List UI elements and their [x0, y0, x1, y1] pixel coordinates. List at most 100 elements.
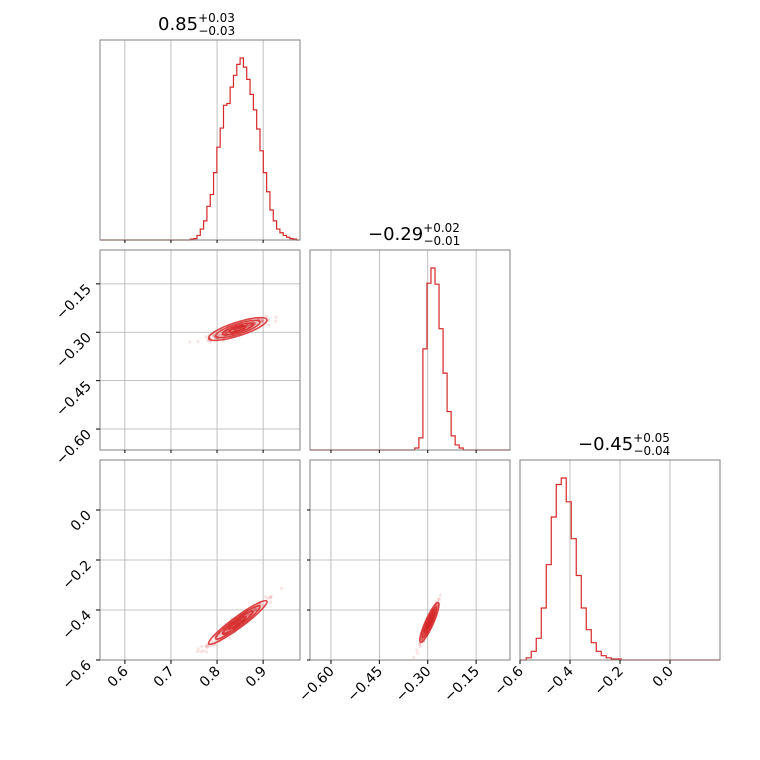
- x-tick-label: −0.2: [591, 664, 626, 699]
- sample-point: [411, 655, 416, 660]
- sample-point: [415, 648, 419, 652]
- sample-point: [267, 318, 271, 322]
- x-tick-label: 0.0: [650, 664, 677, 691]
- density-contour-1: [221, 322, 254, 336]
- sample-point: [438, 593, 442, 597]
- sample-point: [437, 597, 441, 601]
- param-title-0: 0.85+0.03 −0.03: [158, 11, 235, 38]
- sample-point: [188, 340, 192, 344]
- sample-point: [269, 594, 273, 598]
- sample-point: [273, 319, 278, 324]
- title-sup: +0.05: [633, 431, 670, 445]
- sample-point: [206, 339, 210, 343]
- scatter-panel-0: [99, 249, 301, 451]
- sample-point: [268, 595, 272, 600]
- title-sup: +0.02: [423, 221, 460, 235]
- sample-point: [246, 613, 250, 617]
- sample-point: [254, 322, 258, 326]
- sample-point: [199, 644, 204, 649]
- sample-point: [225, 331, 229, 335]
- x-tick-label: 0.6: [105, 663, 132, 690]
- sample-point: [269, 600, 273, 605]
- histogram-step-0: [100, 57, 300, 241]
- x-tick-label: −0.15: [441, 664, 483, 706]
- sample-point: [266, 596, 270, 600]
- sample-point: [228, 636, 232, 641]
- sample-point: [279, 586, 284, 590]
- scatter-panel-2: [309, 459, 511, 661]
- x-tick-label: −0.60: [296, 664, 338, 706]
- x-tick-label: −0.4: [541, 663, 576, 698]
- title-sub: −0.03: [198, 24, 235, 38]
- x-tick-label: 0.8: [197, 664, 224, 691]
- sample-point: [204, 335, 208, 339]
- sample-point: [254, 320, 258, 324]
- histogram-step-2: [520, 477, 720, 661]
- title-main: 0.85: [158, 14, 198, 35]
- sample-point: [225, 331, 230, 335]
- panel-frame: [309, 249, 511, 451]
- sample-point: [246, 324, 250, 328]
- sample-point: [260, 318, 264, 323]
- sample-point: [233, 328, 237, 332]
- sample-point: [253, 608, 257, 612]
- sample-points: [195, 586, 284, 654]
- hist-panel-1: −0.29+0.02 −0.01: [309, 221, 511, 451]
- sample-point: [225, 331, 230, 335]
- density-contour-1: [423, 611, 436, 634]
- sample-point: [205, 644, 209, 648]
- sample-point: [235, 327, 239, 332]
- sample-point: [199, 650, 203, 654]
- sample-point: [210, 639, 214, 644]
- y-tick-label: −0.6: [59, 657, 94, 692]
- sample-point: [217, 332, 221, 337]
- sample-point: [437, 597, 441, 601]
- title-sub: −0.01: [423, 234, 460, 248]
- sample-point: [248, 323, 252, 327]
- sample-point: [261, 318, 265, 323]
- sample-point: [223, 331, 228, 335]
- sample-point: [218, 334, 222, 338]
- y-tick-label: 0.0: [68, 508, 95, 535]
- sample-point: [218, 333, 222, 337]
- hist-panel-2: −0.45+0.05 −0.04: [519, 431, 721, 661]
- param-title-2: −0.45+0.05 −0.04: [578, 431, 670, 458]
- density-contour-3: [418, 601, 440, 644]
- y-tick-label: −0.15: [53, 281, 95, 323]
- y-tick-label: −0.4: [59, 607, 94, 642]
- sample-point: [264, 595, 268, 599]
- sample-point: [208, 340, 212, 344]
- sample-point: [245, 323, 250, 327]
- sample-point: [253, 608, 258, 612]
- sample-point: [247, 323, 251, 327]
- x-tick-label: 0.9: [243, 664, 270, 691]
- sample-point: [246, 613, 250, 617]
- x-tick-label: −0.6: [491, 663, 526, 698]
- sample-point: [252, 607, 256, 612]
- sample-point: [245, 324, 250, 329]
- histogram-step-1: [310, 267, 510, 451]
- sample-point: [216, 334, 220, 338]
- sample-point: [236, 327, 240, 331]
- sample-point: [253, 608, 257, 612]
- sample-point: [415, 651, 420, 655]
- sample-point: [253, 322, 257, 326]
- sample-point: [195, 650, 200, 654]
- density-contour-2: [421, 606, 438, 639]
- sample-point: [212, 334, 216, 338]
- hist-panel-0: 0.85+0.03 −0.03: [99, 11, 301, 241]
- sample-point: [224, 331, 228, 335]
- sample-point: [235, 327, 240, 331]
- sample-points: [188, 314, 278, 344]
- sample-point: [205, 645, 209, 650]
- y-tick-label: −0.60: [53, 427, 95, 469]
- sample-point: [226, 628, 230, 632]
- sample-point: [238, 326, 242, 330]
- density-contour-0: [228, 615, 247, 630]
- sample-point: [253, 321, 257, 325]
- density-contour-3: [207, 316, 268, 342]
- density-contour-3: [207, 599, 268, 646]
- sample-point: [259, 317, 263, 321]
